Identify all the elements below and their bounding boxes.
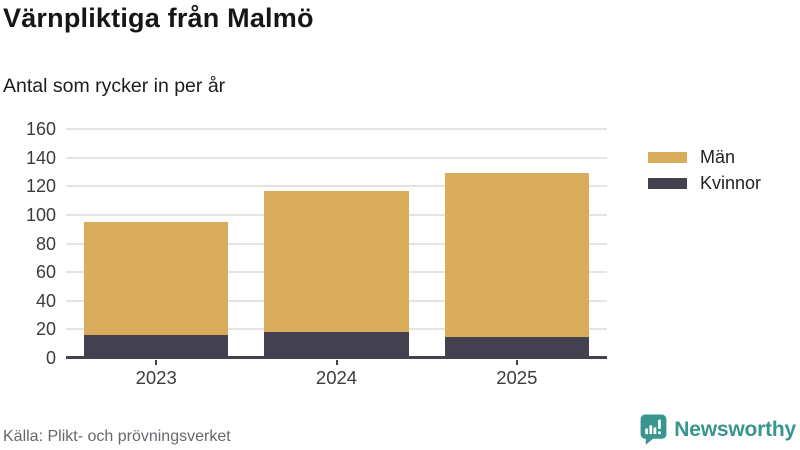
bar-segment-kvinnor xyxy=(444,336,589,358)
bar-group xyxy=(427,129,607,358)
bar-group xyxy=(246,129,426,358)
legend-swatch xyxy=(648,151,687,163)
legend-swatch xyxy=(648,177,687,189)
newsworthy-logo-icon xyxy=(640,414,667,445)
x-tick-label: 2023 xyxy=(135,367,177,388)
y-tick-label: 0 xyxy=(45,348,56,368)
x-tick-label: 2024 xyxy=(315,367,358,388)
chart-title: Värnpliktiga från Malmö xyxy=(3,3,314,33)
bar-segment-män xyxy=(264,190,409,333)
gridline xyxy=(66,128,607,130)
legend-item-män: Män xyxy=(648,146,761,167)
x-axis-tick xyxy=(335,360,338,365)
x-axis-line xyxy=(66,356,607,359)
plot-area: 2023 2024 2025 xyxy=(66,128,607,388)
gridline xyxy=(66,156,607,159)
y-axis-labels: 0 20 40 60 80 100 120 140 160 xyxy=(0,119,56,368)
bar-segment-män xyxy=(444,173,589,337)
bar-stack xyxy=(264,190,409,358)
bar-segment-kvinnor xyxy=(264,332,409,358)
newsworthy-brand: Newsworthy xyxy=(640,414,796,445)
y-tick-label: 80 xyxy=(35,233,56,254)
source-note: Källa: Plikt- och prövningsverket xyxy=(3,428,231,445)
chart-subtitle: Antal som rycker in per år xyxy=(3,75,226,97)
x-axis-tick xyxy=(155,360,158,365)
y-tick-label: 20 xyxy=(35,319,56,340)
gridline xyxy=(66,185,607,188)
bar-stack xyxy=(444,173,589,358)
newsworthy-wordmark: Newsworthy xyxy=(674,417,796,441)
bar-segment-män xyxy=(84,222,229,336)
x-tick-label: 2025 xyxy=(496,367,538,388)
y-tick-label: 140 xyxy=(25,147,56,168)
legend: Män Kvinnor xyxy=(648,146,762,200)
bar-stack xyxy=(84,222,229,358)
y-tick-label: 160 xyxy=(25,119,56,139)
bar-segment-kvinnor xyxy=(84,335,229,358)
legend-item-kvinnor: Kvinnor xyxy=(648,172,762,193)
y-tick-label: 40 xyxy=(35,290,56,311)
y-tick-label: 60 xyxy=(35,262,56,283)
legend-label: Män xyxy=(700,146,736,167)
y-tick-label: 100 xyxy=(25,204,56,225)
bar-group xyxy=(66,129,246,358)
y-tick-label: 120 xyxy=(25,176,56,197)
legend-label: Kvinnor xyxy=(700,172,762,193)
x-axis-tick xyxy=(515,360,518,365)
